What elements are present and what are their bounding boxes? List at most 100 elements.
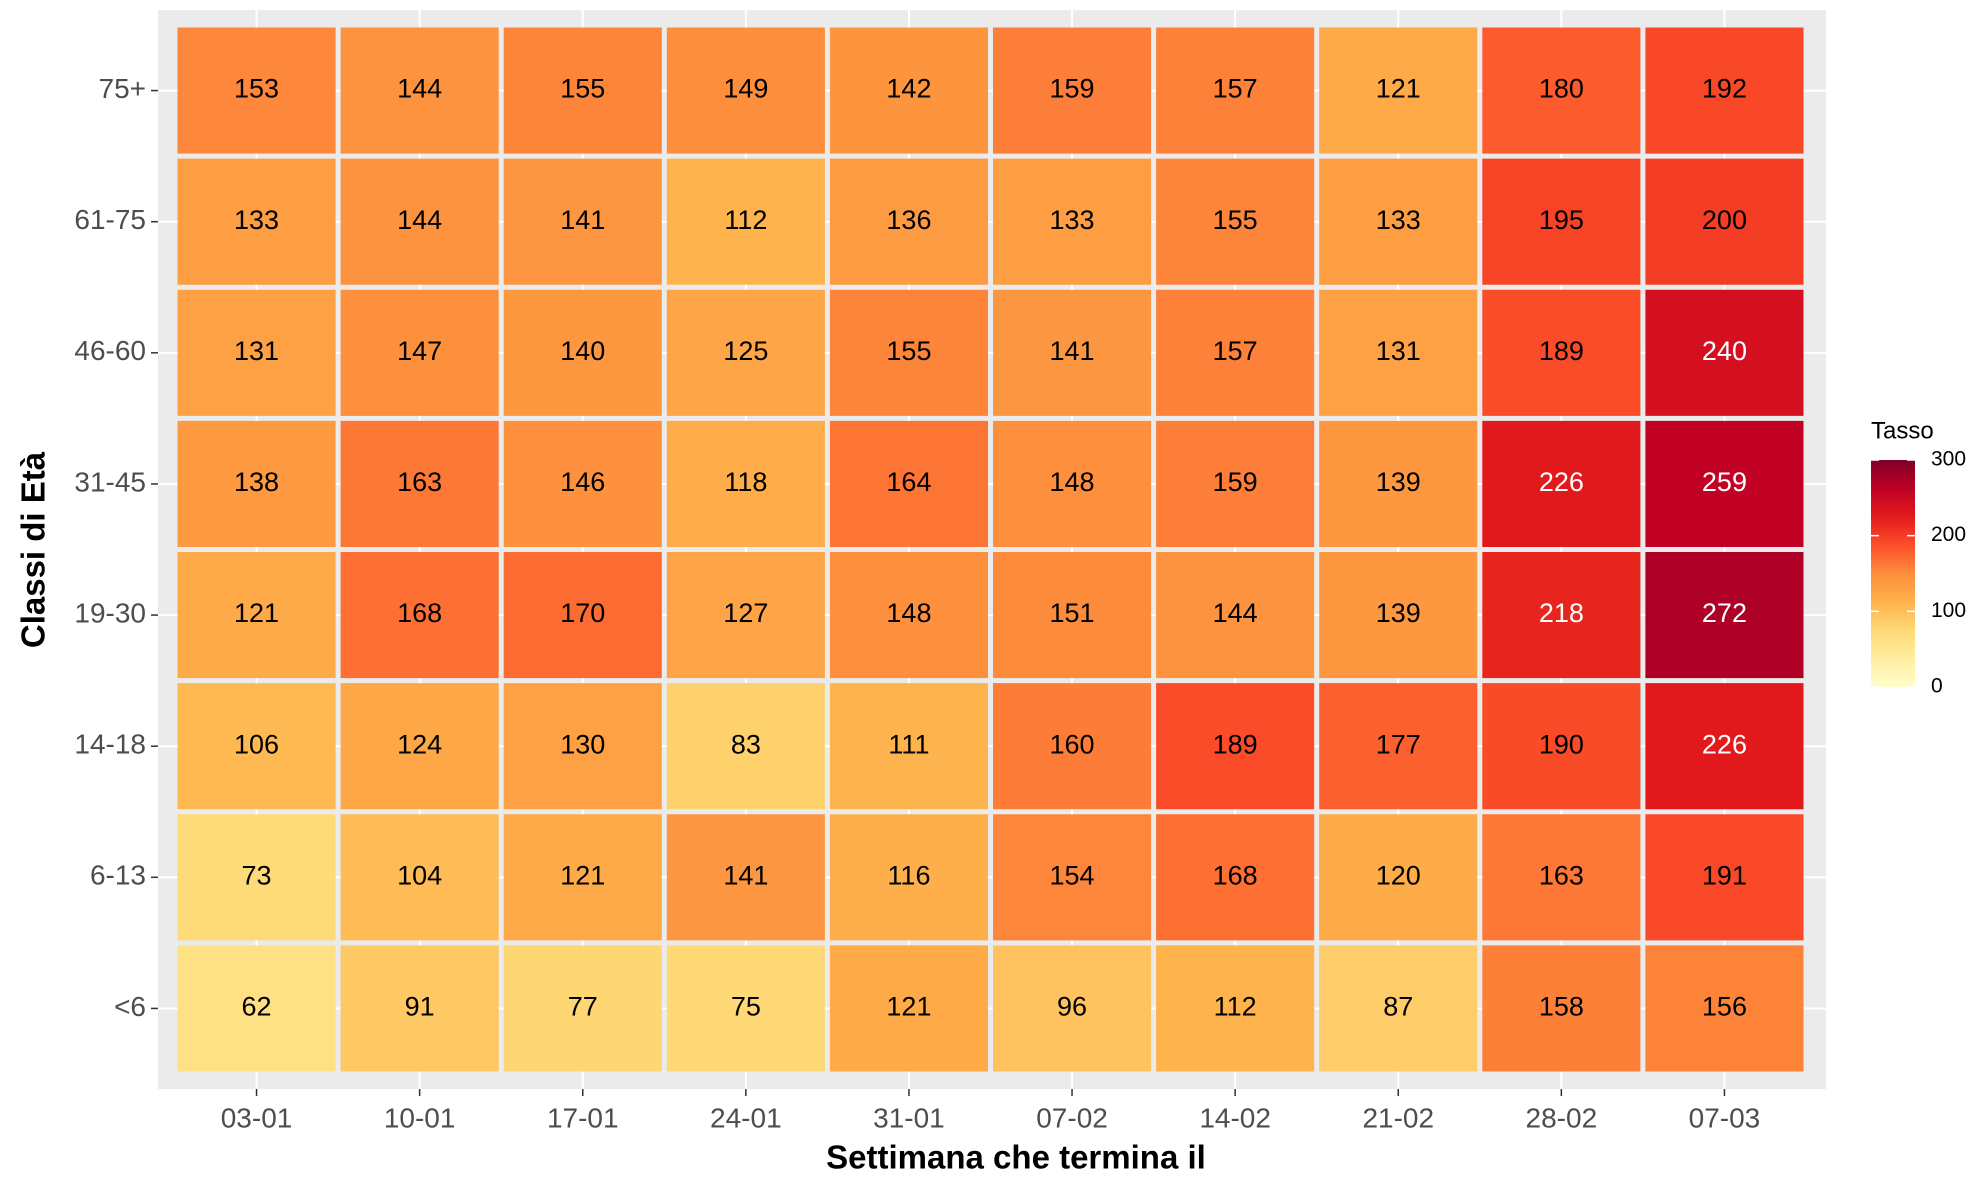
cell-label: 130 — [560, 729, 605, 759]
cell-label: 159 — [1213, 467, 1258, 497]
cell-label: 218 — [1539, 598, 1584, 628]
heatmap-cell — [503, 27, 662, 154]
cell-label: 111 — [888, 729, 929, 759]
cell-label: 131 — [234, 336, 279, 366]
cell-label: 226 — [1702, 729, 1747, 759]
legend-tick-label: 300 — [1931, 448, 1966, 471]
heatmap-cell — [1319, 814, 1478, 941]
cell-label: 138 — [234, 467, 279, 497]
heatmap-cell — [503, 289, 662, 416]
cell-label: 155 — [886, 336, 931, 366]
cell-label: 121 — [234, 598, 279, 628]
heatmap-cell — [503, 683, 662, 810]
heatmap-cell — [177, 814, 336, 941]
heatmap-cell — [340, 27, 499, 154]
legend-tick-label: 0 — [1931, 675, 1943, 698]
heatmap-cell — [666, 289, 825, 416]
heatmap-cell — [993, 27, 1152, 154]
heatmap-cell — [340, 420, 499, 547]
cell-label: 141 — [723, 860, 768, 890]
cell-label: 160 — [1050, 729, 1095, 759]
cell-label: 259 — [1702, 467, 1747, 497]
cell-label: 133 — [234, 205, 279, 235]
cell-label: 189 — [1213, 729, 1258, 759]
heatmap-cell — [1156, 552, 1315, 679]
cell-label: 192 — [1702, 74, 1747, 104]
heatmap-cell — [1645, 27, 1804, 154]
color-bar — [1871, 460, 1915, 687]
heatmap-cell — [1645, 945, 1804, 1072]
cell-label: 62 — [242, 992, 272, 1022]
heatmap-cell — [993, 158, 1152, 285]
y-tick-label: 31-45 — [74, 466, 146, 497]
cell-label: 121 — [1376, 74, 1421, 104]
x-tick-label: 28-02 — [1526, 1102, 1598, 1133]
heatmap-cell — [829, 552, 988, 679]
cell-label: 104 — [397, 860, 442, 890]
x-tick-label: 10-01 — [384, 1102, 456, 1133]
x-tick-label: 17-01 — [547, 1102, 619, 1133]
heatmap-cell — [993, 683, 1152, 810]
heatmap-cell — [829, 420, 988, 547]
cell-label: 133 — [1050, 205, 1095, 235]
heatmap-cell — [340, 158, 499, 285]
cell-label: 151 — [1050, 598, 1095, 628]
heatmap-cell — [1156, 683, 1315, 810]
heatmap-cell — [829, 945, 988, 1072]
heatmap-cell — [666, 945, 825, 1072]
heatmap-cell — [1319, 27, 1478, 154]
cell-label: 164 — [886, 467, 931, 497]
x-tick-label: 03-01 — [221, 1102, 293, 1133]
heatmap-cell — [340, 683, 499, 810]
heatmap-cell — [177, 289, 336, 416]
heatmap-cell — [1645, 420, 1804, 547]
heatmap-cell — [1319, 158, 1478, 285]
heatmap-cell — [666, 814, 825, 941]
cell-label: 163 — [1539, 860, 1584, 890]
heatmap-cell — [993, 552, 1152, 679]
cell-label: 77 — [568, 992, 598, 1022]
cell-label: 157 — [1213, 74, 1258, 104]
cell-label: 125 — [723, 336, 768, 366]
cell-label: 149 — [723, 74, 768, 104]
cell-label: 124 — [397, 729, 442, 759]
heatmap-cell — [1319, 683, 1478, 810]
heatmap-cell — [1645, 683, 1804, 810]
cell-label: 147 — [397, 336, 442, 366]
cell-label: 112 — [1214, 992, 1257, 1022]
heatmap-cell — [1645, 814, 1804, 941]
cell-label: 159 — [1050, 74, 1095, 104]
cell-label: 157 — [1213, 336, 1258, 366]
cell-label: 146 — [560, 467, 605, 497]
cell-label: 121 — [560, 860, 605, 890]
heatmap-cell — [340, 289, 499, 416]
cell-label: 191 — [1702, 860, 1747, 890]
cell-label: 144 — [1213, 598, 1258, 628]
cell-label: 73 — [242, 860, 272, 890]
cell-label: 141 — [1050, 336, 1095, 366]
heatmap-cell — [666, 683, 825, 810]
cell-label: 190 — [1539, 729, 1584, 759]
cell-label: 91 — [405, 992, 435, 1022]
heatmap-cell — [993, 420, 1152, 547]
legend-tick-label: 100 — [1931, 599, 1966, 622]
heatmap-cell — [666, 552, 825, 679]
cell-label: 120 — [1376, 860, 1421, 890]
cell-label: 155 — [1213, 205, 1258, 235]
heatmap-cell — [666, 27, 825, 154]
y-tick-label: <6 — [114, 991, 146, 1022]
cell-label: 121 — [886, 992, 931, 1022]
cell-label: 240 — [1702, 336, 1747, 366]
cell-label: 155 — [560, 74, 605, 104]
heatmap-cell — [177, 420, 336, 547]
heatmap-cell — [829, 289, 988, 416]
cell-label: 180 — [1539, 74, 1584, 104]
heatmap-cell — [503, 552, 662, 679]
cell-label: 148 — [1050, 467, 1095, 497]
heatmap-cell — [993, 945, 1152, 1072]
heatmap-cell — [1156, 945, 1315, 1072]
cell-label: 75 — [731, 992, 761, 1022]
x-tick-label: 21-02 — [1362, 1102, 1434, 1133]
heatmap-cell — [503, 814, 662, 941]
y-tick-label: 46-60 — [74, 335, 146, 366]
